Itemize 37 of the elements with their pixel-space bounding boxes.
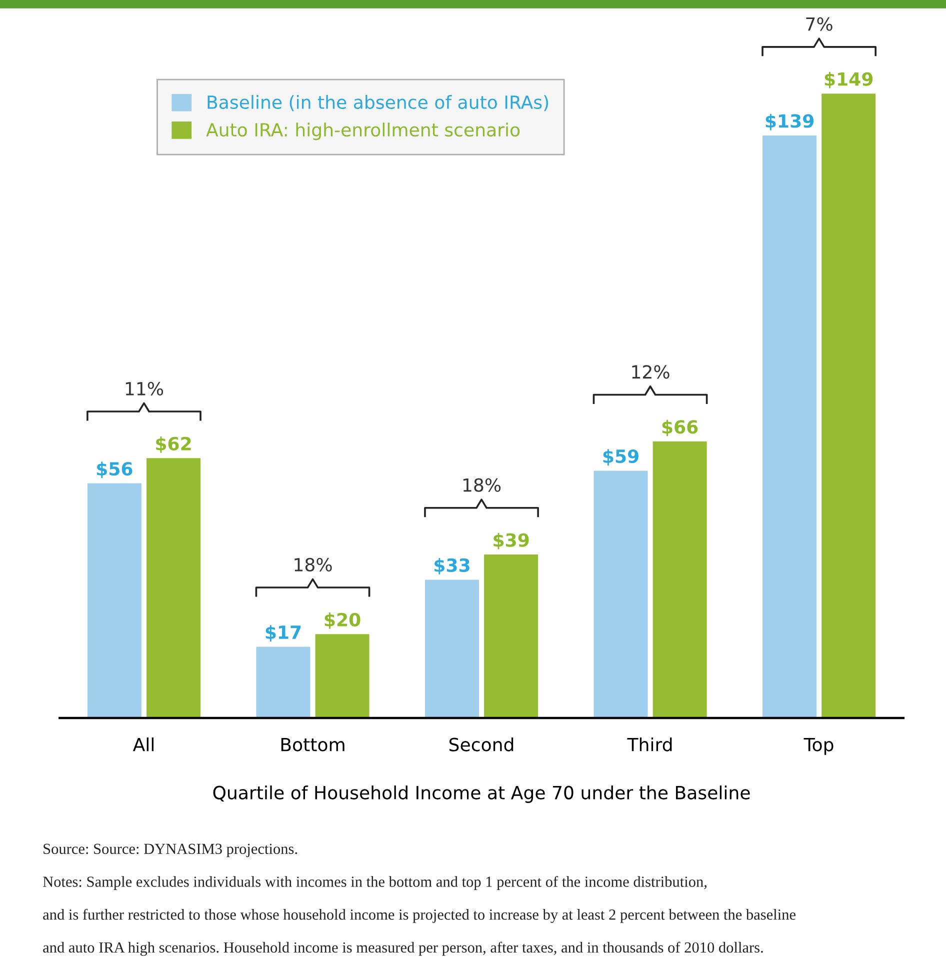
annotation: 11% (126, 382, 164, 396)
data-label: $66 (662, 420, 698, 436)
bar (256, 646, 310, 718)
data-label: $20 (324, 612, 360, 629)
text: 7% (806, 17, 832, 31)
text: and is further restricted to those whose household income is projected to increase by at least 2 percent between the baseline (43, 908, 796, 923)
x-tick-label: Third (627, 737, 672, 752)
data-label: $39 (494, 532, 529, 550)
annotation: 12% (632, 365, 670, 379)
data-label: $149 (824, 72, 873, 88)
bar (762, 135, 817, 718)
text: and auto IRA high scenarios. Household income is measured per person, after taxes, and in thousands of 2010 dollars. (43, 942, 763, 956)
source-note: Source: Source: DYNASIM3 projections. (44, 844, 298, 858)
text: Notes: Sample excludes individuals with incomes in the bottom and top 1 percent of the income distribution, (43, 876, 706, 890)
bar (315, 634, 370, 718)
annotation: 18% (463, 478, 501, 492)
bar (652, 441, 707, 718)
bar (822, 94, 876, 718)
bar (594, 470, 648, 718)
x-axis-title: Quartile of Household Income at Age 70 under the Baseline (213, 785, 750, 803)
data-label: $56 (97, 462, 132, 478)
bar (424, 580, 479, 718)
bar (87, 483, 142, 718)
data-label: $33 (434, 558, 470, 574)
legend-label: Baseline (in the absence of auto IRAs) (208, 95, 548, 112)
annotation: 18% (294, 558, 332, 572)
data-label: $62 (156, 436, 191, 453)
legend-label: Auto IRA: high-enrollment scenario (206, 122, 520, 140)
bar (484, 554, 538, 718)
x-tick-label: All (132, 737, 154, 752)
bar (146, 458, 201, 718)
data-label: $17 (266, 625, 301, 642)
x-tick-label: Bottom (281, 738, 344, 752)
data-label: $59 (603, 449, 638, 466)
x-tick-label: Second (449, 737, 514, 752)
data-label: $139 (766, 114, 814, 130)
x-tick-label: Top (804, 738, 834, 755)
